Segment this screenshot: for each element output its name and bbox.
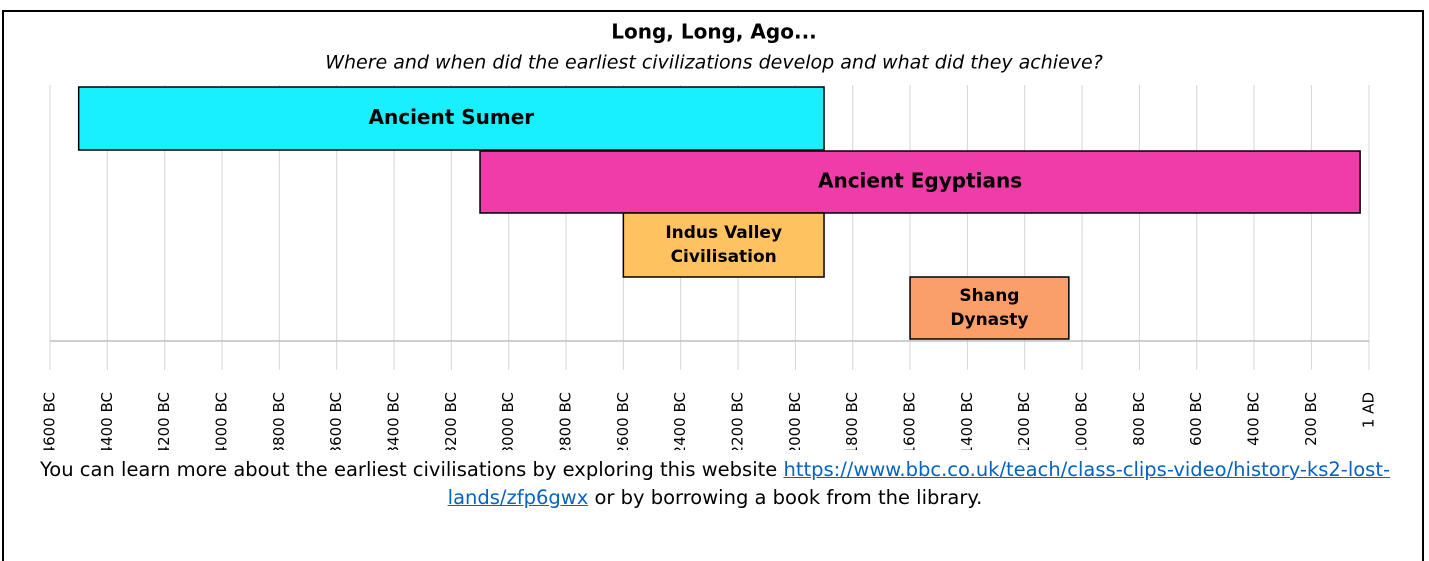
bar-label: Indus Valley [665, 223, 782, 243]
bar-label: Ancient Sumer [369, 105, 535, 129]
x-tick-label: 200 BC [1302, 392, 1320, 446]
x-tick-label: 4000 BC [213, 392, 231, 450]
x-tick-label: 3800 BC [270, 392, 288, 450]
bar-label: Dynasty [950, 310, 1028, 330]
x-tick-label: 2400 BC [671, 392, 689, 450]
bar [479, 150, 1361, 214]
chart-subtitle: Where and when did the earliest civiliza… [325, 52, 1103, 74]
x-tick-label: 1 AD [1360, 392, 1378, 428]
x-tick-label: 2000 BC [786, 392, 804, 450]
x-tick-label: 2600 BC [614, 392, 632, 450]
bar-label: Ancient Egyptians [818, 169, 1022, 193]
bar [909, 276, 1070, 340]
chart-title: Long, Long, Ago... [611, 20, 817, 44]
bar [622, 212, 825, 278]
x-tick-label: 3000 BC [499, 392, 517, 450]
x-tick-label: 1400 BC [958, 392, 976, 450]
x-tick-label: 2800 BC [557, 392, 575, 450]
x-tick-label: 600 BC [1187, 392, 1205, 446]
x-tick-label: 1600 BC [901, 392, 919, 450]
footer-text: or by borrowing a book from the library. [594, 486, 983, 509]
x-tick-label: 1000 BC [1073, 392, 1091, 450]
bar-label: Civilisation [671, 247, 777, 267]
x-tick-label: 3600 BC [327, 392, 345, 450]
x-tick-label: 4400 BC [98, 392, 116, 450]
x-tick-label: 1200 BC [1015, 392, 1033, 450]
x-tick-label: 4600 BC [41, 392, 59, 450]
x-tick-label: 3200 BC [442, 392, 460, 450]
chart: Long, Long, Ago... Where and when did th… [41, 20, 1378, 451]
bar-label: Shang [959, 286, 1019, 306]
bar [77, 86, 825, 151]
document-frame [2, 10, 1424, 561]
link[interactable]: https://www.bbc.co.uk/teach/class-clips-… [447, 458, 1391, 509]
x-tick-label: 2200 BC [729, 392, 747, 450]
x-tick-label: 4200 BC [155, 392, 173, 450]
x-tick-label: 800 BC [1130, 392, 1148, 446]
x-tick-label: 400 BC [1245, 392, 1263, 446]
footer-text: You can learn more about the earliest ci… [39, 458, 778, 481]
x-tick-label: 3400 BC [385, 392, 403, 450]
x-tick-label: 1800 BC [843, 392, 861, 450]
footer: You can learn more about the earliest ci… [20, 456, 1410, 512]
